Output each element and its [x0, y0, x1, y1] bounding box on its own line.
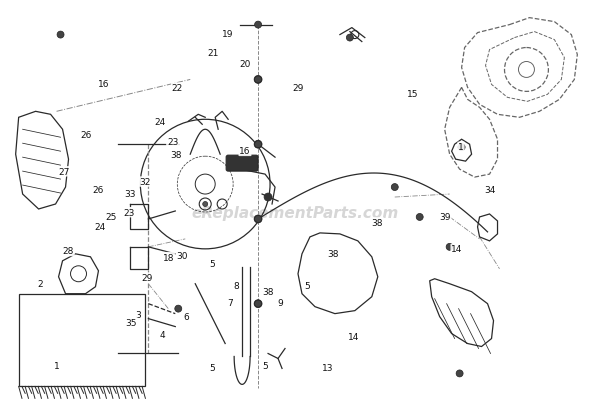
Text: 23: 23 — [167, 138, 178, 147]
Text: 18: 18 — [163, 253, 174, 262]
Text: 22: 22 — [172, 84, 183, 93]
Text: 27: 27 — [58, 167, 70, 176]
Text: 23: 23 — [123, 208, 135, 217]
Circle shape — [254, 76, 262, 84]
Circle shape — [254, 300, 262, 308]
Text: 20: 20 — [240, 59, 251, 68]
Circle shape — [175, 306, 182, 312]
Text: 13: 13 — [322, 363, 333, 372]
Text: 24: 24 — [94, 222, 105, 231]
Text: 1: 1 — [54, 361, 60, 370]
Circle shape — [255, 142, 261, 148]
Circle shape — [203, 202, 208, 207]
Circle shape — [254, 216, 262, 223]
Circle shape — [255, 77, 261, 84]
Text: 16: 16 — [239, 147, 251, 156]
Text: 16: 16 — [98, 80, 110, 89]
Text: 38: 38 — [372, 218, 383, 227]
Text: 34: 34 — [485, 186, 496, 195]
Text: 26: 26 — [80, 131, 91, 140]
Circle shape — [264, 193, 272, 202]
Text: eReplacementParts.com: eReplacementParts.com — [191, 205, 399, 220]
Circle shape — [346, 35, 353, 42]
Text: 38: 38 — [263, 288, 274, 297]
Text: 1: 1 — [458, 143, 464, 152]
Circle shape — [255, 22, 261, 29]
Text: 6: 6 — [183, 312, 189, 321]
Circle shape — [254, 141, 262, 149]
Text: 4: 4 — [160, 330, 165, 339]
Text: 28: 28 — [63, 247, 74, 256]
Text: 8: 8 — [233, 281, 239, 290]
Text: 26: 26 — [92, 186, 103, 195]
Text: 19: 19 — [222, 29, 233, 38]
Circle shape — [446, 244, 453, 251]
Text: 15: 15 — [407, 90, 418, 99]
Text: 2: 2 — [37, 279, 43, 288]
Text: 35: 35 — [126, 318, 137, 327]
Text: 14: 14 — [451, 245, 463, 254]
Text: 39: 39 — [440, 212, 451, 221]
Text: 9: 9 — [277, 298, 283, 307]
Text: 14: 14 — [348, 333, 359, 342]
FancyBboxPatch shape — [226, 156, 258, 172]
Text: 5: 5 — [304, 281, 310, 290]
Circle shape — [458, 144, 465, 151]
Text: 5: 5 — [209, 259, 215, 268]
Circle shape — [255, 301, 261, 308]
Text: 21: 21 — [207, 49, 218, 58]
Circle shape — [391, 184, 398, 191]
Text: 24: 24 — [154, 118, 165, 127]
Text: 3: 3 — [135, 310, 141, 319]
Circle shape — [416, 214, 423, 221]
Text: 5: 5 — [263, 361, 268, 370]
Circle shape — [456, 370, 463, 377]
Circle shape — [57, 32, 64, 39]
Text: 29: 29 — [292, 84, 304, 93]
Text: 38: 38 — [171, 150, 182, 159]
Circle shape — [255, 216, 261, 223]
Text: 7: 7 — [227, 298, 233, 307]
Text: 29: 29 — [141, 273, 152, 282]
Text: 25: 25 — [106, 212, 117, 221]
Text: 38: 38 — [327, 249, 339, 258]
Text: 33: 33 — [124, 190, 136, 199]
Text: 5: 5 — [209, 363, 215, 372]
Text: 30: 30 — [176, 251, 188, 260]
Text: 32: 32 — [139, 178, 150, 187]
